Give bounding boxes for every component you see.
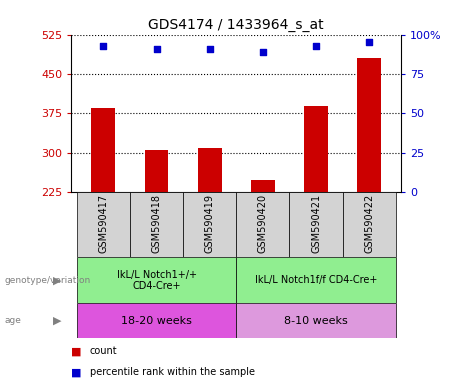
Text: GSM590420: GSM590420 — [258, 194, 268, 253]
Text: count: count — [90, 346, 118, 356]
Text: age: age — [5, 316, 22, 325]
Bar — [183, 192, 236, 257]
Text: ■: ■ — [71, 346, 82, 356]
Bar — [145, 150, 168, 310]
Text: GSM590421: GSM590421 — [311, 194, 321, 253]
Bar — [236, 303, 396, 338]
Text: GSM590418: GSM590418 — [152, 194, 161, 253]
Point — [206, 46, 213, 52]
Bar — [91, 108, 115, 310]
Text: ■: ■ — [71, 367, 82, 377]
Bar — [343, 192, 396, 257]
Text: IkL/L Notch1+/+
CD4-Cre+: IkL/L Notch1+/+ CD4-Cre+ — [117, 270, 196, 291]
Bar — [357, 58, 381, 310]
Bar — [77, 192, 130, 257]
Text: percentile rank within the sample: percentile rank within the sample — [90, 367, 255, 377]
Point — [366, 40, 373, 46]
Bar — [290, 192, 343, 257]
Bar — [130, 192, 183, 257]
Text: GSM590417: GSM590417 — [98, 194, 108, 253]
Bar — [236, 192, 290, 257]
Point — [100, 43, 107, 49]
Text: ▶: ▶ — [53, 316, 62, 326]
Text: GSM590419: GSM590419 — [205, 194, 215, 253]
Point — [153, 46, 160, 52]
Text: IkL/L Notch1f/f CD4-Cre+: IkL/L Notch1f/f CD4-Cre+ — [255, 275, 377, 285]
Text: GSM590422: GSM590422 — [364, 194, 374, 253]
Bar — [236, 257, 396, 303]
Bar — [251, 180, 275, 310]
Bar — [77, 257, 236, 303]
Text: 8-10 weeks: 8-10 weeks — [284, 316, 348, 326]
Title: GDS4174 / 1433964_s_at: GDS4174 / 1433964_s_at — [148, 18, 324, 32]
Text: genotype/variation: genotype/variation — [5, 276, 91, 285]
Bar — [198, 149, 222, 310]
Bar — [304, 106, 328, 310]
Text: ▶: ▶ — [53, 275, 62, 285]
Text: 18-20 weeks: 18-20 weeks — [121, 316, 192, 326]
Bar — [77, 303, 236, 338]
Point — [259, 49, 266, 55]
Point — [312, 43, 319, 49]
